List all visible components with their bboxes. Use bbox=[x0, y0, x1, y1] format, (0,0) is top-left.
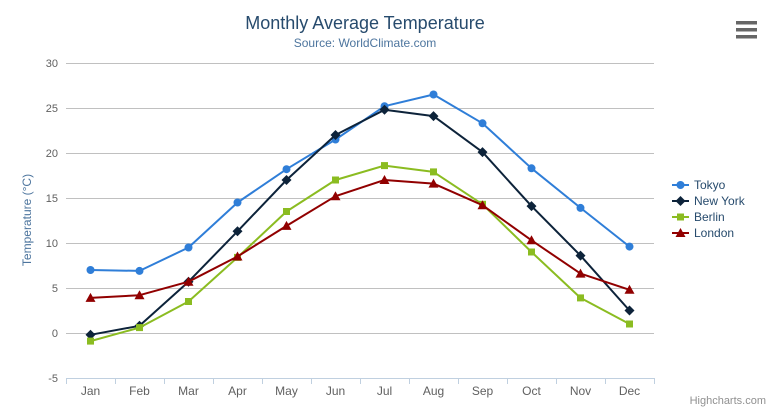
data-point-tokyo-may[interactable] bbox=[282, 165, 291, 174]
y-tick-label: 0 bbox=[52, 328, 58, 340]
data-point-new-york-apr[interactable] bbox=[232, 226, 243, 237]
legend-label: London bbox=[694, 226, 734, 240]
data-point-london-jun[interactable] bbox=[330, 191, 341, 201]
legend-label: New York bbox=[694, 194, 746, 208]
data-point-berlin-aug[interactable] bbox=[430, 168, 437, 176]
triangle-icon bbox=[675, 228, 686, 237]
data-point-tokyo-oct[interactable] bbox=[527, 164, 536, 173]
x-tick-label: Feb bbox=[129, 384, 150, 398]
data-point-london-sep[interactable] bbox=[477, 200, 488, 210]
y-tick-label: 30 bbox=[46, 58, 58, 70]
y-tick-label: 10 bbox=[46, 238, 58, 250]
x-tick-label: Jan bbox=[81, 384, 100, 398]
diamond-icon bbox=[675, 196, 686, 206]
data-point-london-jan[interactable] bbox=[85, 292, 96, 302]
data-point-london-aug[interactable] bbox=[428, 178, 439, 188]
data-point-new-york-jul[interactable] bbox=[379, 104, 390, 115]
hamburger-menu-icon[interactable] bbox=[736, 21, 757, 39]
x-tick-label: Apr bbox=[228, 384, 247, 398]
series-line bbox=[89, 108, 631, 336]
credit-link[interactable]: Highcharts.com bbox=[690, 395, 766, 407]
series-group[interactable] bbox=[85, 90, 635, 345]
data-point-berlin-oct[interactable] bbox=[528, 248, 535, 256]
series-line bbox=[89, 179, 631, 299]
data-point-new-york-aug[interactable] bbox=[428, 111, 439, 122]
series-line bbox=[89, 164, 631, 343]
data-point-tokyo-aug[interactable] bbox=[429, 90, 438, 99]
data-point-berlin-mar[interactable] bbox=[185, 298, 192, 305]
data-point-berlin-nov[interactable] bbox=[577, 294, 584, 302]
x-tick-label: Oct bbox=[522, 384, 541, 398]
x-axis: Jan Feb Mar Apr May Jun Jul Aug Sep Oct Nov Dec bbox=[66, 378, 655, 398]
y-axis-title: Temperature (°C) bbox=[20, 174, 34, 266]
y-tick-label: -5 bbox=[48, 373, 58, 385]
x-tick-label: Mar bbox=[178, 384, 199, 398]
x-tick-label: Aug bbox=[423, 384, 444, 398]
legend-item-berlin[interactable]: Berlin bbox=[672, 210, 725, 224]
data-point-berlin-feb[interactable] bbox=[136, 324, 143, 332]
chart-title: Monthly Average Temperature bbox=[245, 13, 484, 33]
x-tick-label: Dec bbox=[619, 384, 640, 398]
data-point-tokyo-sep[interactable] bbox=[478, 119, 487, 128]
series-line bbox=[89, 93, 631, 272]
data-point-berlin-dec[interactable] bbox=[626, 320, 633, 328]
chart-subtitle: Source: WorldClimate.com bbox=[294, 36, 437, 50]
legend-label: Tokyo bbox=[694, 178, 726, 192]
data-point-berlin-jun[interactable] bbox=[332, 176, 339, 184]
data-point-london-oct[interactable] bbox=[526, 235, 537, 245]
data-point-tokyo-jan[interactable] bbox=[86, 266, 95, 274]
legend-item-new-york[interactable]: New York bbox=[672, 194, 746, 208]
gridlines bbox=[66, 63, 654, 334]
data-point-tokyo-dec[interactable] bbox=[625, 242, 634, 251]
data-point-berlin-jan[interactable] bbox=[87, 337, 94, 345]
data-point-new-york-nov[interactable] bbox=[575, 250, 586, 261]
y-tick-label: 5 bbox=[52, 283, 58, 295]
y-tick-label: 25 bbox=[46, 103, 58, 115]
data-point-new-york-may[interactable] bbox=[281, 175, 292, 185]
legend-item-london[interactable]: London bbox=[672, 226, 734, 240]
x-tick-label: Sep bbox=[472, 384, 494, 398]
data-point-london-apr[interactable] bbox=[232, 251, 243, 261]
legend[interactable]: Tokyo New York Berlin London bbox=[672, 178, 746, 240]
data-point-new-york-dec[interactable] bbox=[624, 305, 635, 316]
data-point-tokyo-nov[interactable] bbox=[576, 203, 585, 212]
data-point-london-mar[interactable] bbox=[183, 276, 194, 286]
series-london[interactable] bbox=[85, 175, 635, 302]
data-point-tokyo-feb[interactable] bbox=[135, 266, 144, 275]
data-point-tokyo-mar[interactable] bbox=[184, 243, 193, 252]
circle-icon bbox=[676, 181, 685, 189]
data-point-new-york-sep[interactable] bbox=[477, 147, 488, 158]
series-new-york[interactable] bbox=[85, 104, 635, 340]
data-point-new-york-jun[interactable] bbox=[330, 130, 341, 140]
x-tick-label: May bbox=[275, 384, 298, 398]
x-tick-label: Jul bbox=[377, 384, 392, 398]
square-icon bbox=[677, 213, 684, 221]
data-point-new-york-oct[interactable] bbox=[526, 201, 537, 212]
data-point-london-nov[interactable] bbox=[575, 268, 586, 278]
data-point-tokyo-apr[interactable] bbox=[233, 198, 242, 207]
x-tick-label: Nov bbox=[570, 384, 591, 398]
data-point-london-feb[interactable] bbox=[134, 290, 145, 300]
y-tick-label: 20 bbox=[46, 148, 58, 160]
data-point-london-may[interactable] bbox=[281, 220, 292, 230]
data-point-berlin-may[interactable] bbox=[283, 208, 290, 215]
data-point-berlin-jul[interactable] bbox=[381, 162, 388, 170]
data-point-london-dec[interactable] bbox=[624, 284, 635, 294]
y-tick-label: 15 bbox=[46, 193, 58, 205]
legend-label: Berlin bbox=[694, 210, 725, 224]
legend-item-tokyo[interactable]: Tokyo bbox=[672, 178, 726, 192]
series-tokyo[interactable] bbox=[86, 90, 634, 275]
data-point-new-york-jan[interactable] bbox=[85, 329, 96, 340]
data-point-london-jul[interactable] bbox=[379, 175, 390, 184]
y-axis-labels: -5 0 5 10 15 20 25 30 bbox=[46, 58, 58, 385]
x-tick-label: Jun bbox=[326, 384, 345, 398]
